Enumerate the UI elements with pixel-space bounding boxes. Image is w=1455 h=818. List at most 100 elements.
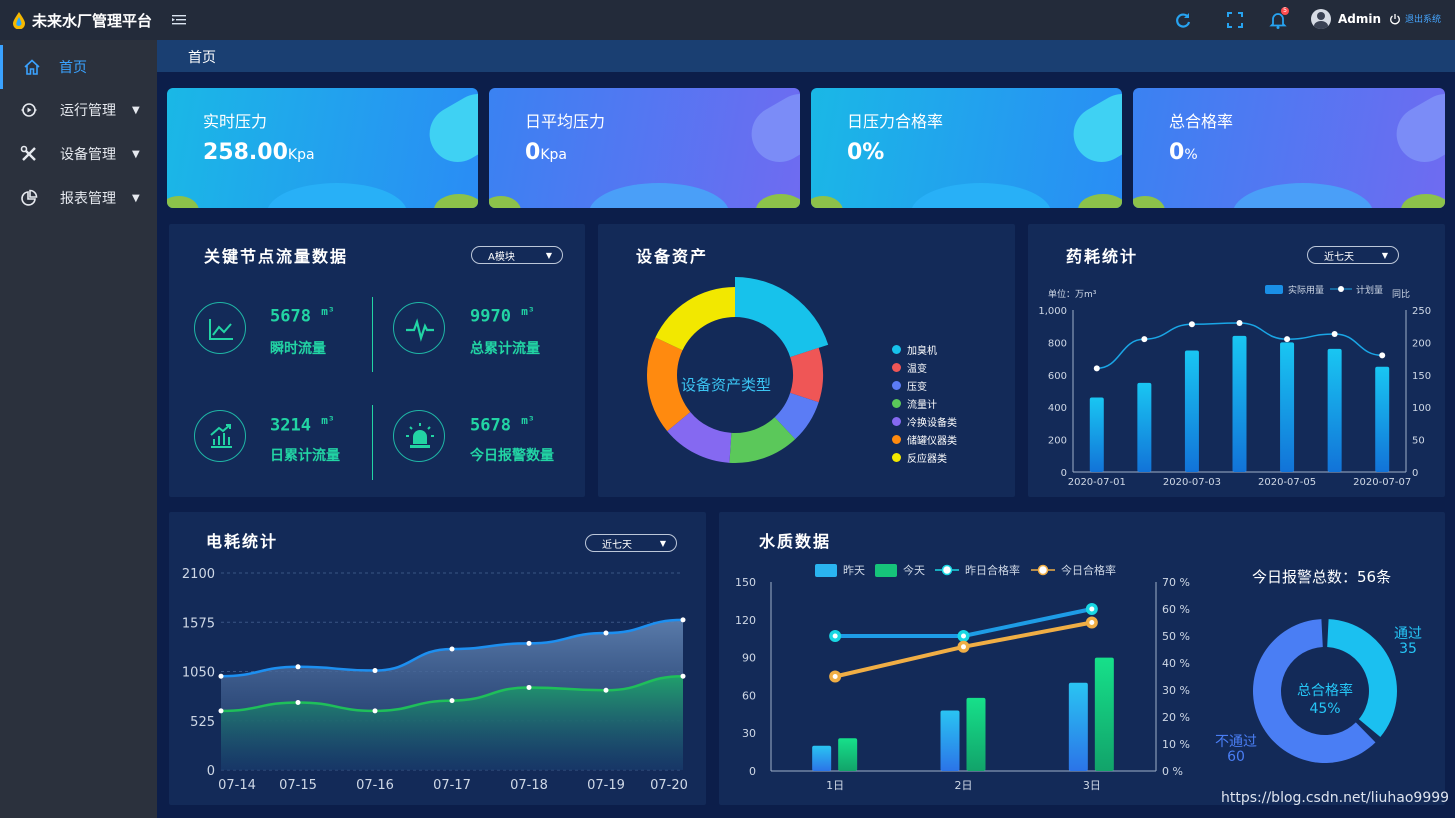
breadcrumb[interactable]: 首页 <box>188 50 216 66</box>
select-value: 近七天 <box>1324 251 1354 263</box>
x-tick-label: 07-19 <box>587 778 625 793</box>
area-point <box>526 640 532 646</box>
decor-shape <box>589 183 729 208</box>
legend-label: 流量计 <box>907 400 937 411</box>
line-chart-icon <box>194 302 246 354</box>
legend-point <box>1037 564 1049 576</box>
line-point <box>1093 365 1100 372</box>
legend-item[interactable]: 加臭机 <box>892 342 937 357</box>
legend-dot <box>892 453 901 462</box>
pass-label: 通过 <box>1394 626 1422 642</box>
y2-tick-label: 200 <box>1412 338 1431 349</box>
flow-value: 5678 m³ <box>270 305 334 327</box>
x-tick-label: 2020-07-05 <box>1258 477 1316 488</box>
legend-item[interactable]: 温变 <box>892 360 927 375</box>
y2-tick-label: 10 % <box>1162 738 1190 751</box>
area-point <box>295 699 301 705</box>
y2-tick-label: 70 % <box>1162 576 1190 589</box>
flow-value: 5678 m³ <box>470 414 534 436</box>
app-title: 未来水厂管理平台 <box>32 11 153 30</box>
logout-button[interactable]: 退出系统 <box>1389 12 1441 25</box>
legend-dot <box>892 345 901 354</box>
asset-slice <box>655 287 735 351</box>
bar <box>1137 382 1152 472</box>
sidebar-item-home[interactable]: 首页 <box>0 45 157 89</box>
assets-title: 设备资产 <box>636 247 709 266</box>
y-tick-label: 0 <box>749 765 756 778</box>
flow-label: 日累计流量 <box>270 448 340 464</box>
rate-point-core <box>961 633 966 639</box>
line-point <box>1379 352 1386 359</box>
flow-label: 总累计流量 <box>470 341 540 357</box>
y-tick-label: 60 <box>742 689 756 702</box>
power-icon <box>1390 13 1400 24</box>
legend-item[interactable]: 储罐仪器类 <box>892 432 957 447</box>
fail-label: 不通过 <box>1215 734 1257 750</box>
stat-card-pressure-pass-rate: 日压力合格率 0% <box>811 88 1122 208</box>
decor-shape <box>1233 183 1373 208</box>
x-tick-label: 2日 <box>955 779 973 792</box>
y-tick-label: 0 <box>207 764 215 779</box>
y-tick-label: 120 <box>735 614 756 627</box>
sidebar: 首页 运行管理 ▼ 设备管理 ▼ 报表管理 ▼ <box>0 40 157 818</box>
bar <box>1375 366 1390 472</box>
legend-label: 压变 <box>907 382 927 393</box>
legend-item[interactable]: 流量计 <box>892 396 937 411</box>
y2-tick-label: 100 <box>1412 403 1431 414</box>
decor-shape <box>489 196 521 208</box>
legend-dot <box>892 417 901 426</box>
sidebar-item-device[interactable]: 设备管理 ▼ <box>0 132 157 176</box>
legend-label: 反应器类 <box>907 454 947 465</box>
legend-item[interactable]: 反应器类 <box>892 450 947 465</box>
flow-unit: m³ <box>521 305 535 318</box>
y-tick-label: 600 <box>1048 371 1067 382</box>
period-select[interactable]: 近七天 ▼ <box>1307 246 1399 264</box>
legend-item[interactable]: 冷换设备类 <box>892 414 957 429</box>
fullscreen-icon[interactable] <box>1225 10 1245 30</box>
stat-card-realtime-pressure: 实时压力 258.00Kpa <box>167 88 478 208</box>
rate-value: 45% <box>1309 701 1341 717</box>
legend-label: 昨日合格率 <box>965 563 1020 577</box>
area-point <box>218 708 224 714</box>
rate-point-core <box>961 644 966 650</box>
area-point <box>449 698 455 704</box>
module-select[interactable]: A模块 ▼ <box>471 246 563 264</box>
asset-slice <box>647 337 691 432</box>
flow-label: 今日报警数量 <box>470 448 554 464</box>
stat-card-avg-pressure: 日平均压力 0Kpa <box>489 88 800 208</box>
decor-shape <box>419 88 478 173</box>
legend-dot <box>892 363 901 372</box>
decor-shape <box>811 196 843 208</box>
legend-label: 今日合格率 <box>1061 563 1116 577</box>
flow-unit: m³ <box>521 414 535 427</box>
asset-slice <box>667 411 732 463</box>
line-point <box>1284 336 1291 343</box>
asset-donut-chart <box>647 277 829 463</box>
y2-tick-label: 50 <box>1412 436 1425 447</box>
rate-point-core <box>832 633 838 639</box>
sidebar-item-report[interactable]: 报表管理 ▼ <box>0 176 157 220</box>
legend-label: 今天 <box>903 563 925 577</box>
period-select[interactable]: 近七天 ▼ <box>585 534 677 552</box>
bar <box>1184 350 1199 472</box>
donut-center-label: 设备资产类型 <box>681 376 772 394</box>
y-tick-label: 400 <box>1048 403 1067 414</box>
decor-shape <box>434 194 478 208</box>
select-value: 近七天 <box>602 539 632 551</box>
legend-label: 储罐仪器类 <box>907 436 957 447</box>
bar-growth-icon <box>194 410 246 462</box>
menu-toggle-icon[interactable] <box>172 12 186 30</box>
area-point <box>526 684 532 690</box>
refresh-icon[interactable] <box>1173 10 1193 30</box>
legend-item[interactable]: 压变 <box>892 378 927 393</box>
flow-title: 关键节点流量数据 <box>204 247 349 266</box>
sidebar-item-operation[interactable]: 运行管理 ▼ <box>0 88 157 132</box>
caret-down-icon: ▼ <box>132 192 140 204</box>
user-menu[interactable]: Admin <box>1311 9 1381 29</box>
alarm-light-icon <box>393 410 445 462</box>
bar-today <box>838 738 858 771</box>
bell-icon[interactable] <box>1268 10 1288 30</box>
flow-number: 5678 <box>470 415 511 436</box>
x-tick-label: 2020-07-03 <box>1163 477 1221 488</box>
y-tick-label: 90 <box>742 652 756 665</box>
